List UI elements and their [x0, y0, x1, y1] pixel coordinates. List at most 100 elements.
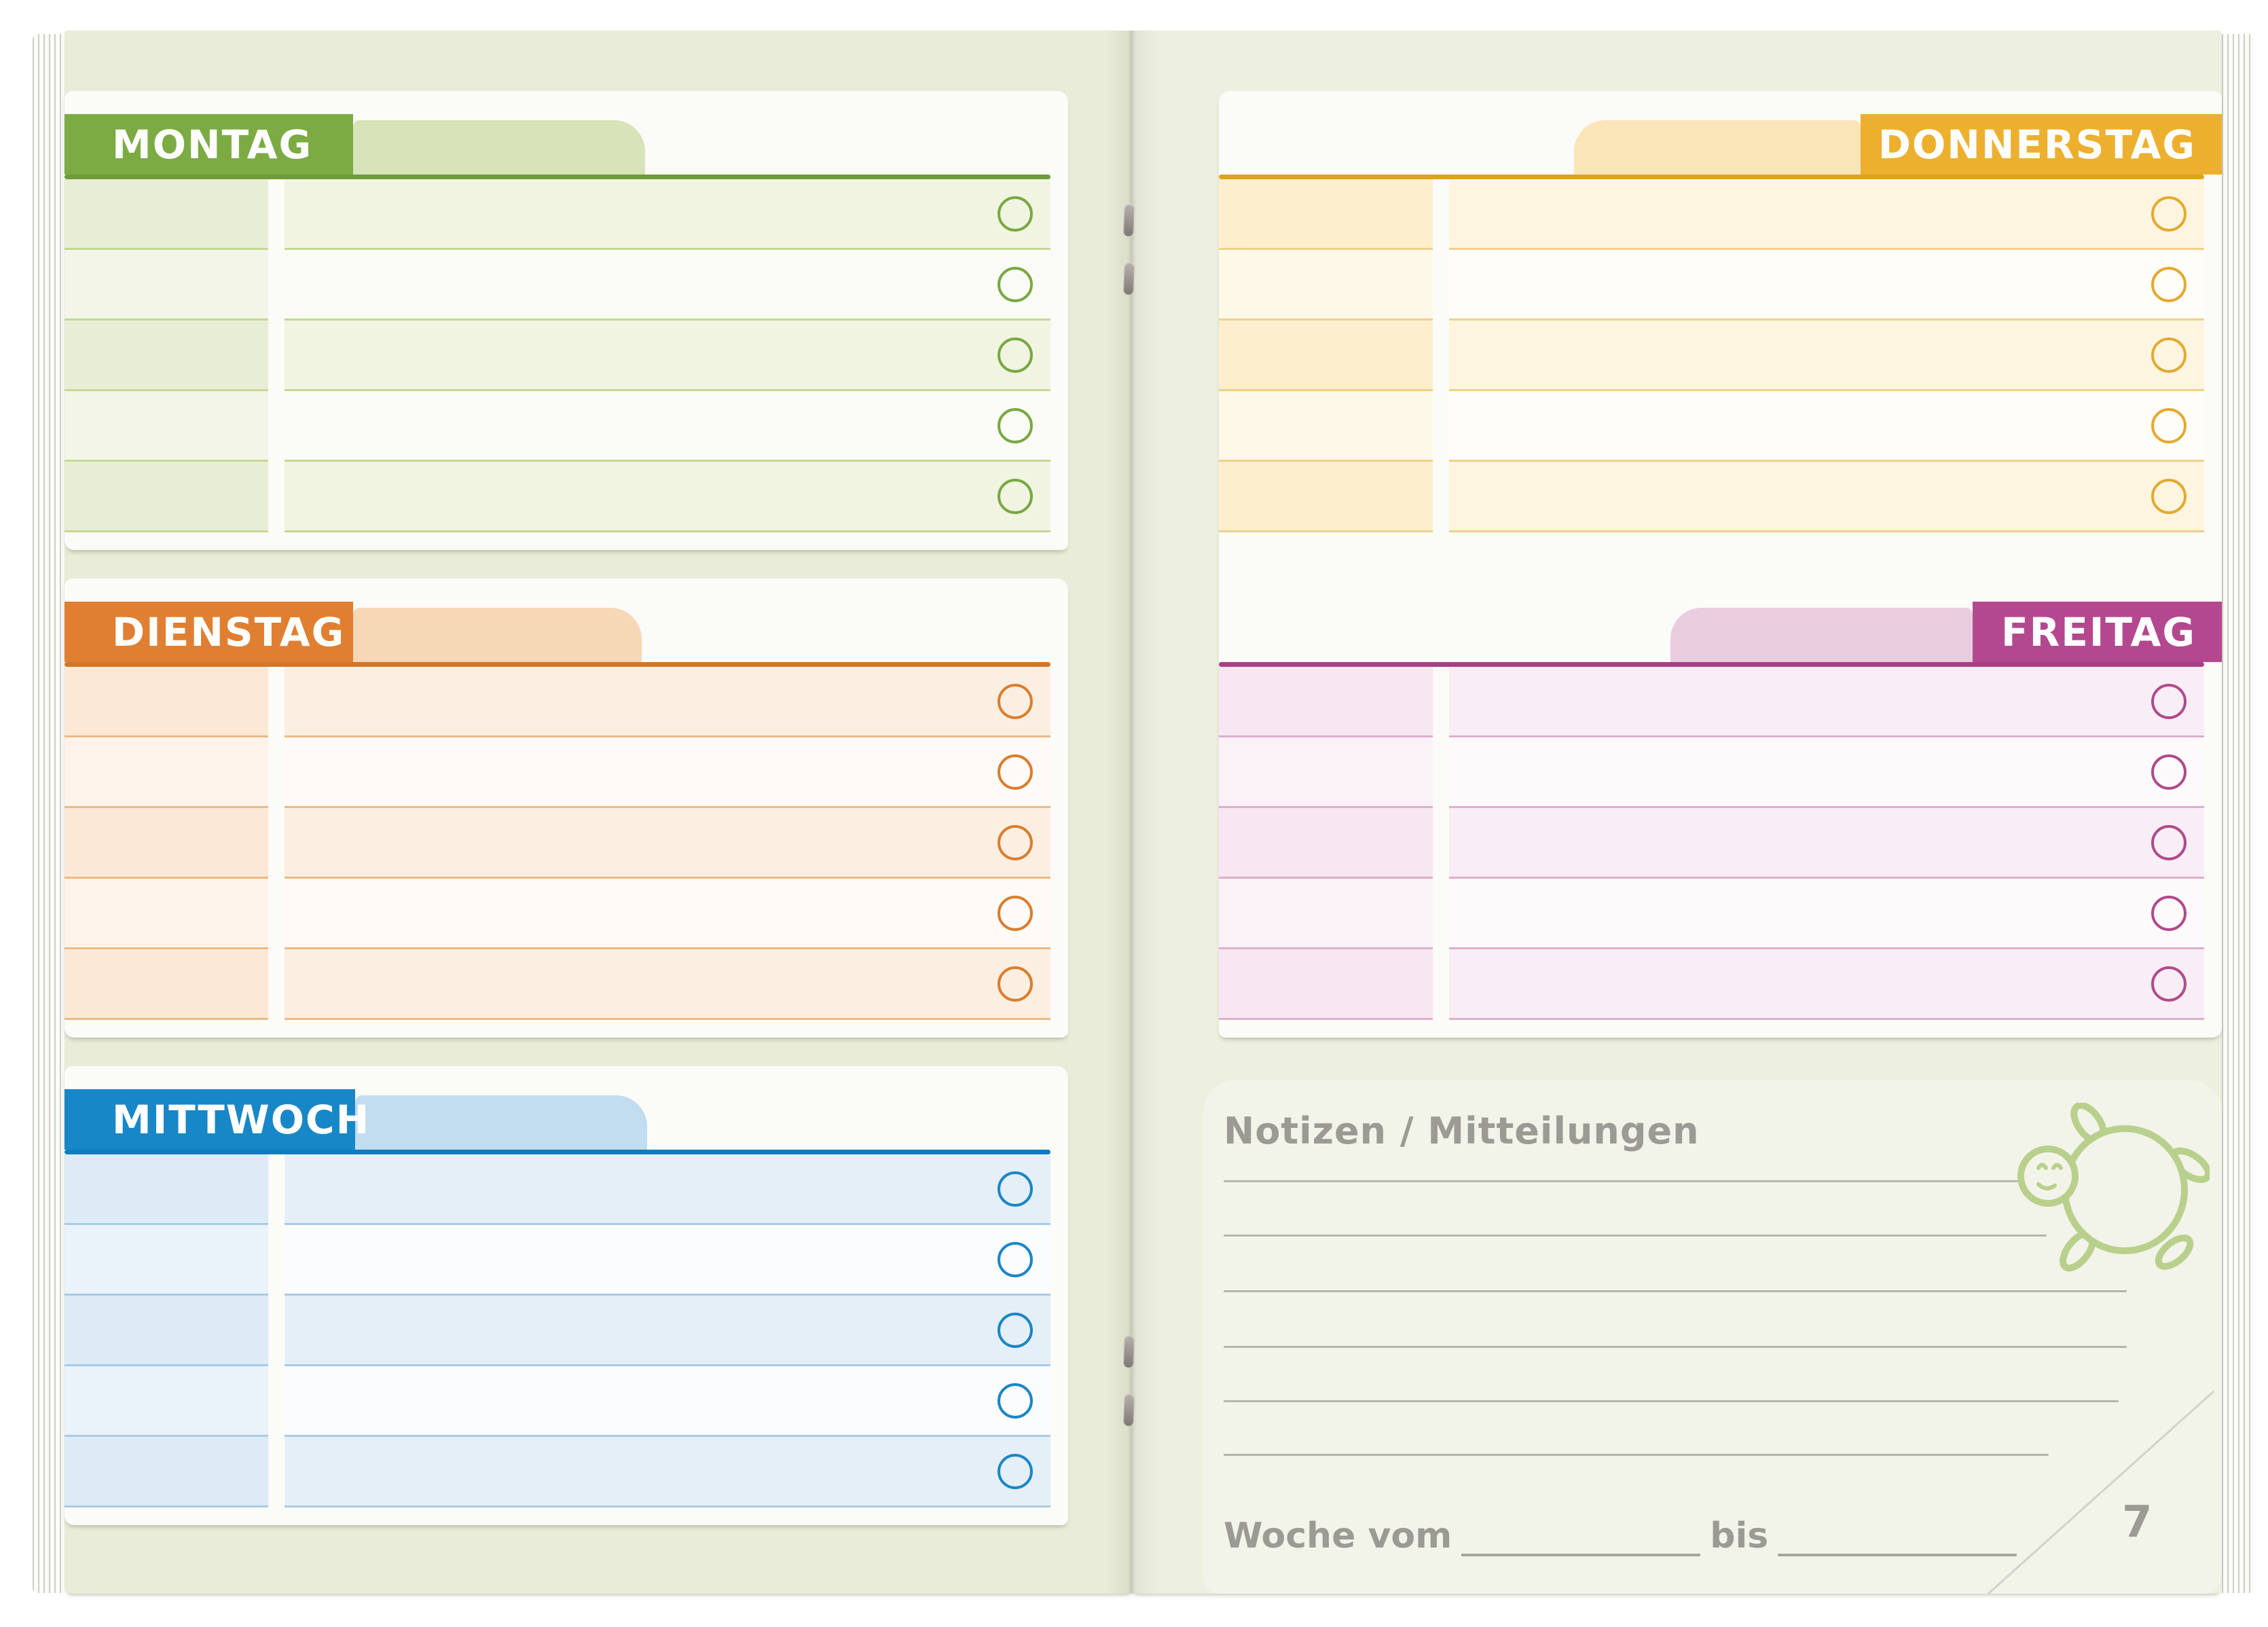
notes-ruled-line[interactable] [1224, 1180, 2030, 1182]
day-label: FREITAG [2000, 608, 2196, 655]
subject-cell[interactable] [1219, 179, 1433, 250]
checkbox-circle[interactable] [2151, 407, 2187, 443]
subject-cell[interactable] [65, 1225, 268, 1296]
subject-cell[interactable] [65, 179, 268, 250]
checkbox-circle[interactable] [998, 407, 1033, 443]
task-row [1219, 808, 2204, 879]
task-row [1219, 667, 2204, 737]
subject-cell[interactable] [1219, 737, 1433, 808]
subject-cell[interactable] [1219, 808, 1433, 879]
subject-cell[interactable] [65, 667, 268, 737]
subject-cell[interactable] [65, 1296, 268, 1366]
task-cell[interactable] [285, 879, 1050, 949]
task-cell[interactable] [1449, 667, 2204, 737]
subject-cell[interactable] [1219, 949, 1433, 1020]
checkbox-circle[interactable] [998, 824, 1033, 860]
task-cell[interactable] [1449, 250, 2204, 321]
day-header: MITTWOCH [65, 1089, 1068, 1150]
checkbox-circle[interactable] [998, 337, 1033, 373]
subject-cell[interactable] [65, 1366, 268, 1437]
task-cell[interactable] [285, 737, 1050, 808]
subject-cell[interactable] [1219, 321, 1433, 391]
day-label: MONTAG [112, 121, 313, 168]
checkbox-circle[interactable] [2151, 266, 2187, 302]
task-cell[interactable] [1449, 391, 2204, 462]
task-cell[interactable] [285, 179, 1050, 250]
notes-ruled-line[interactable] [1224, 1235, 2047, 1237]
task-cell[interactable] [1449, 949, 2204, 1020]
subject-cell[interactable] [65, 949, 268, 1020]
day-title-bar: FREITAG [1973, 602, 2222, 662]
subject-cell[interactable] [65, 391, 268, 462]
task-cell[interactable] [1449, 737, 2204, 808]
day-sheet-dienstag: DIENSTAG [65, 579, 1068, 1038]
checkbox-circle[interactable] [998, 683, 1033, 719]
task-cell[interactable] [285, 949, 1050, 1020]
subject-cell[interactable] [1219, 879, 1433, 949]
day-underline [1219, 662, 2204, 667]
subject-cell[interactable] [65, 808, 268, 879]
task-cell[interactable] [285, 808, 1050, 879]
subject-cell[interactable] [65, 1154, 268, 1225]
checkbox-circle[interactable] [998, 478, 1033, 514]
task-cell[interactable] [285, 1437, 1050, 1507]
checkbox-circle[interactable] [998, 1241, 1033, 1277]
left-page-sheets: MONTAG DIENSTAG [65, 31, 1132, 1594]
checkbox-circle[interactable] [998, 196, 1033, 232]
task-cell[interactable] [285, 1296, 1050, 1366]
subject-cell[interactable] [1219, 667, 1433, 737]
checkbox-circle[interactable] [2151, 895, 2187, 931]
subject-cell[interactable] [65, 250, 268, 321]
checkbox-circle[interactable] [2151, 478, 2187, 514]
checkbox-circle[interactable] [998, 754, 1033, 790]
notes-ruled-line[interactable] [1224, 1454, 2049, 1456]
checkbox-circle[interactable] [2151, 337, 2187, 373]
checkbox-circle[interactable] [998, 895, 1033, 931]
task-cell[interactable] [1449, 321, 2204, 391]
week-until-field[interactable] [1778, 1514, 2017, 1556]
day-title-bar: DIENSTAG [65, 602, 353, 662]
day-header: DONNERSTAG [1219, 114, 2222, 175]
subject-cell[interactable] [65, 879, 268, 949]
subject-cell[interactable] [65, 1437, 268, 1507]
task-cell[interactable] [285, 462, 1050, 532]
left-page: MONTAG DIENSTAG [65, 31, 1132, 1594]
day-title-bar: MONTAG [65, 114, 353, 175]
checkbox-circle[interactable] [2151, 754, 2187, 790]
task-cell[interactable] [285, 1154, 1050, 1225]
task-cell[interactable] [285, 250, 1050, 321]
subject-cell[interactable] [1219, 462, 1433, 532]
subject-cell[interactable] [1219, 250, 1433, 321]
task-cell[interactable] [285, 391, 1050, 462]
task-cell[interactable] [1449, 808, 2204, 879]
task-cell[interactable] [1449, 462, 2204, 532]
notes-ruled-line[interactable] [1224, 1346, 2127, 1348]
checkbox-circle[interactable] [998, 966, 1033, 1002]
task-cell[interactable] [285, 1225, 1050, 1296]
task-cell[interactable] [285, 667, 1050, 737]
task-cell[interactable] [1449, 179, 2204, 250]
notes-ruled-line[interactable] [1224, 1290, 2127, 1292]
checkbox-circle[interactable] [998, 1312, 1033, 1348]
checkbox-circle[interactable] [2151, 683, 2187, 719]
checkbox-circle[interactable] [998, 266, 1033, 302]
checkbox-circle[interactable] [2151, 196, 2187, 232]
week-from-field[interactable] [1461, 1514, 1701, 1556]
day-header: DIENSTAG [65, 602, 1068, 662]
task-cell[interactable] [1449, 879, 2204, 949]
notes-ruled-line[interactable] [1224, 1400, 2119, 1402]
subject-cell[interactable] [1219, 391, 1433, 462]
task-cell[interactable] [285, 321, 1050, 391]
checkbox-circle[interactable] [998, 1171, 1033, 1207]
task-row [65, 179, 1050, 250]
day-block-montag: MONTAG [65, 114, 1068, 532]
subject-cell[interactable] [65, 462, 268, 532]
checkbox-circle[interactable] [998, 1453, 1033, 1489]
checkbox-circle[interactable] [2151, 966, 2187, 1002]
task-row [65, 879, 1050, 949]
subject-cell[interactable] [65, 321, 268, 391]
checkbox-circle[interactable] [998, 1383, 1033, 1419]
task-cell[interactable] [285, 1366, 1050, 1437]
checkbox-circle[interactable] [2151, 824, 2187, 860]
subject-cell[interactable] [65, 737, 268, 808]
